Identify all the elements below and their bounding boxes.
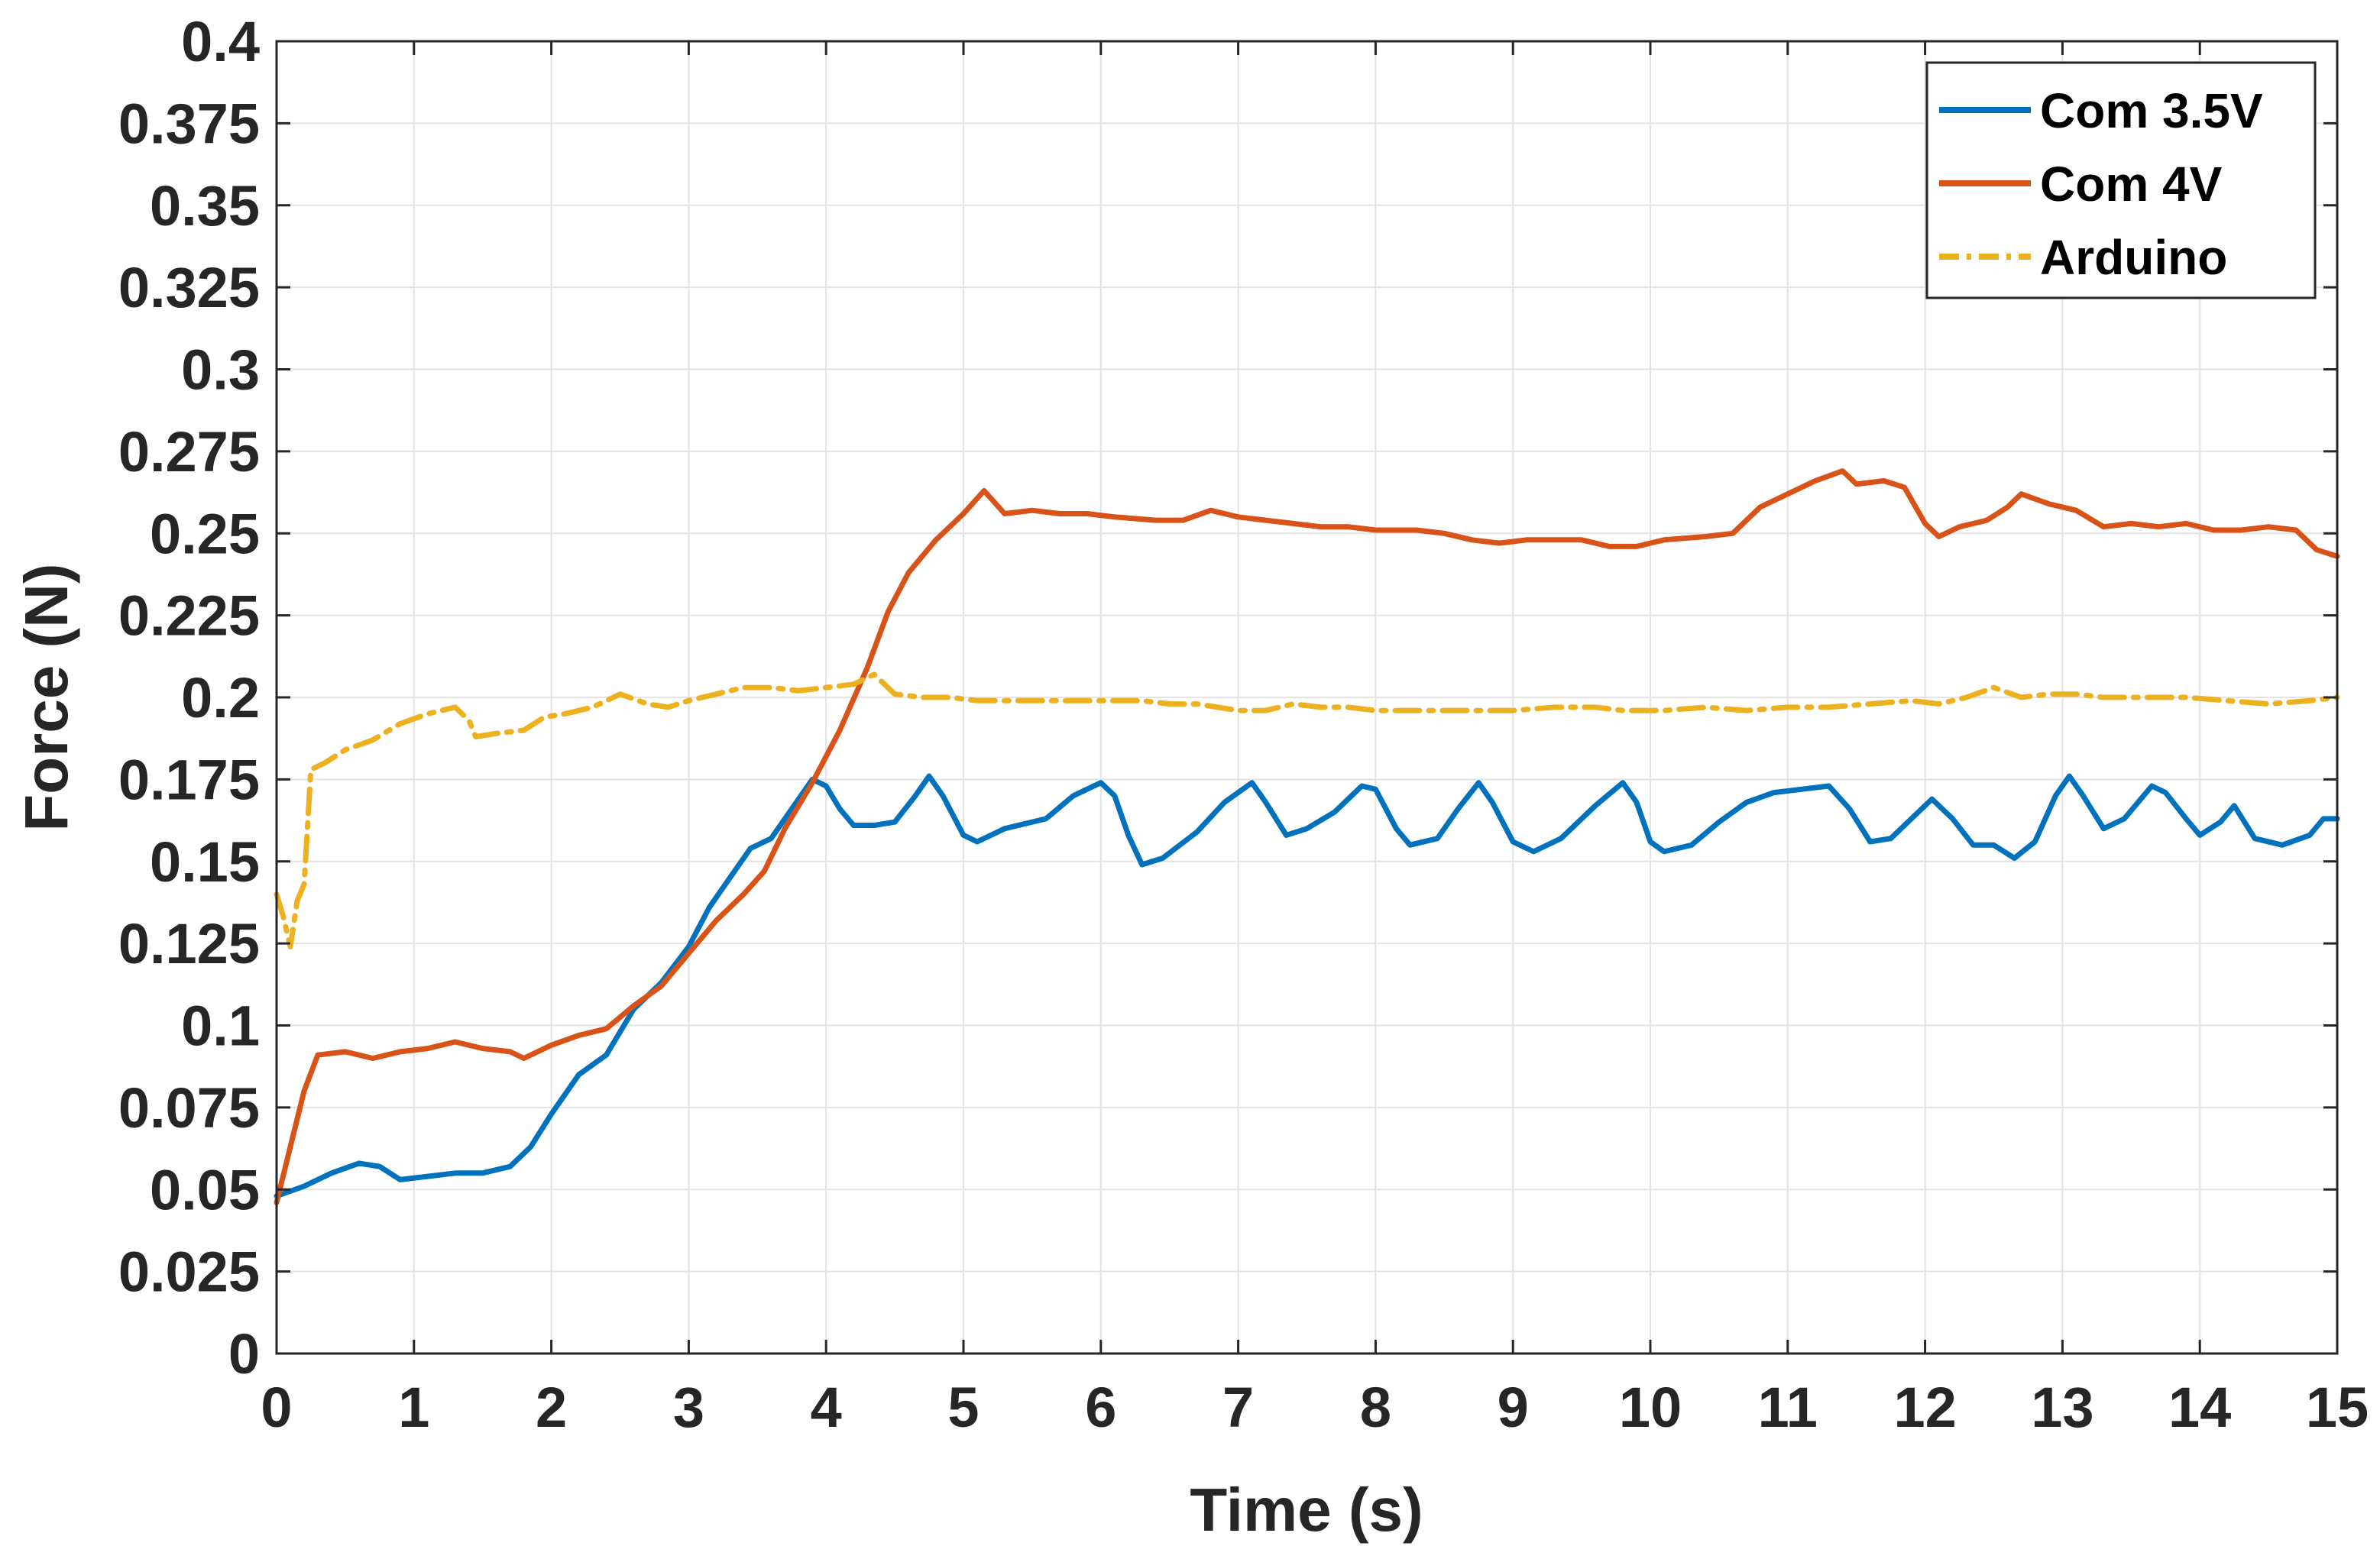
y-tick-label: 0.075 xyxy=(118,1076,260,1140)
y-tick-label: 0.35 xyxy=(150,174,260,238)
x-tick-label: 9 xyxy=(1498,1376,1529,1439)
x-tick-label: 1 xyxy=(398,1376,429,1439)
y-tick-label: 0.025 xyxy=(118,1240,260,1304)
y-tick-label: 0.225 xyxy=(118,584,260,648)
y-tick-label: 0 xyxy=(228,1322,260,1386)
x-tick-label: 13 xyxy=(2031,1376,2093,1439)
series-line-1 xyxy=(274,773,2340,1199)
legend: Com 3.5V Com 4V Arduino xyxy=(1925,61,2317,299)
x-tick-label: 6 xyxy=(1085,1376,1116,1439)
legend-label: Com 3.5V xyxy=(2040,83,2263,138)
x-tick-label: 0 xyxy=(261,1376,292,1439)
x-tick-label: 5 xyxy=(947,1376,979,1439)
y-tick-label: 0.325 xyxy=(118,256,260,319)
x-tick-label: 4 xyxy=(811,1376,842,1439)
x-tick-label: 3 xyxy=(673,1376,704,1439)
y-tick-label: 0.1 xyxy=(181,995,260,1058)
series-line-2 xyxy=(274,468,2340,1205)
y-tick-label: 0.125 xyxy=(118,912,260,975)
y-tick-label: 0.05 xyxy=(150,1158,260,1221)
y-tick-label: 0.25 xyxy=(150,502,260,565)
y-tick-label: 0.275 xyxy=(118,420,260,484)
y-tick-label: 0.2 xyxy=(181,666,260,729)
series-line-3 xyxy=(274,671,2340,949)
x-tick-label: 14 xyxy=(2168,1376,2231,1439)
grid-lines xyxy=(276,40,2338,1354)
series-layer xyxy=(274,468,2340,1205)
y-tick-label: 0.375 xyxy=(118,92,260,155)
x-tick-label: 8 xyxy=(1360,1376,1391,1439)
x-tick-label: 11 xyxy=(1758,1376,1818,1439)
x-tick-label: 15 xyxy=(2306,1376,2369,1439)
x-tick-label: 12 xyxy=(1893,1376,1956,1439)
y-axis: 0 0.025 0.05 0.075 0.1 0.125 0.15 0.175 0.2 0.225… xyxy=(118,10,2337,1386)
y-tick-label: 0.15 xyxy=(150,830,260,894)
x-tick-label: 10 xyxy=(1619,1376,1682,1439)
legend-label: Com 4V xyxy=(2040,157,2223,212)
legend-label: Arduino xyxy=(2040,230,2227,285)
x-axis-title: Time (s) xyxy=(1190,1476,1423,1544)
y-tick-label: 0.3 xyxy=(181,338,260,402)
x-tick-label: 7 xyxy=(1222,1376,1254,1439)
x-axis: 0 1 2 3 4 5 6 7 8 9 10 11 12 13 14 15 xyxy=(261,41,2369,1439)
y-axis-title: Force (N) xyxy=(12,563,80,831)
y-tick-label: 0.4 xyxy=(181,10,260,73)
x-tick-label: 2 xyxy=(536,1376,567,1439)
y-tick-label: 0.175 xyxy=(118,748,260,811)
